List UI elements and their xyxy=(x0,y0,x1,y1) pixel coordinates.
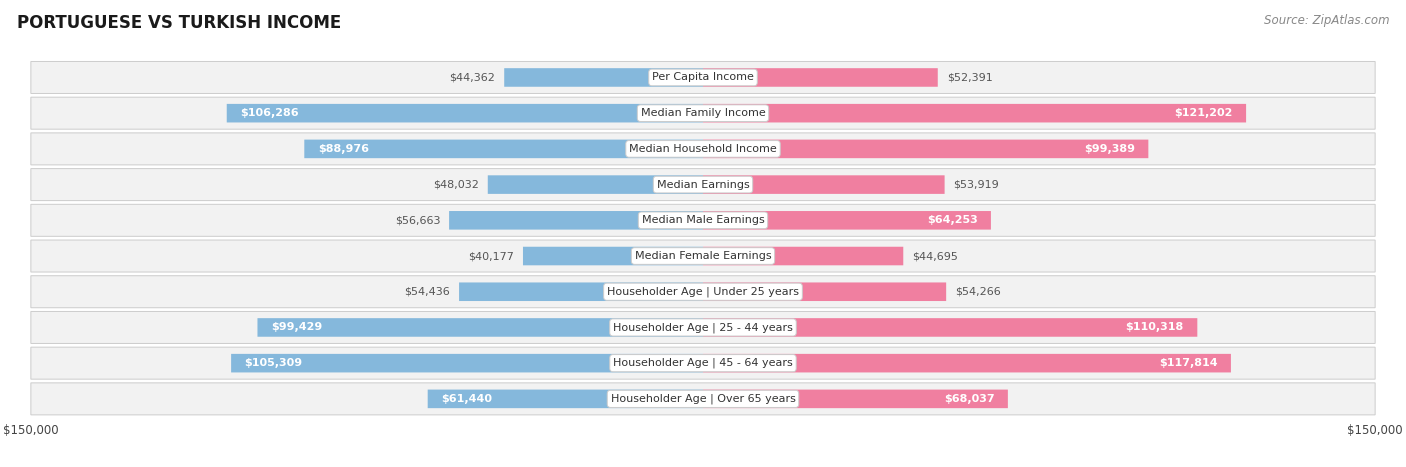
FancyBboxPatch shape xyxy=(703,354,1230,373)
FancyBboxPatch shape xyxy=(703,283,946,301)
Text: Householder Age | Under 25 years: Householder Age | Under 25 years xyxy=(607,286,799,297)
FancyBboxPatch shape xyxy=(257,318,703,337)
FancyBboxPatch shape xyxy=(231,354,703,373)
Text: Median Female Earnings: Median Female Earnings xyxy=(634,251,772,261)
FancyBboxPatch shape xyxy=(31,347,1375,379)
FancyBboxPatch shape xyxy=(460,283,703,301)
FancyBboxPatch shape xyxy=(226,104,703,122)
Text: $105,309: $105,309 xyxy=(245,358,302,368)
FancyBboxPatch shape xyxy=(703,104,1246,122)
FancyBboxPatch shape xyxy=(505,68,703,87)
FancyBboxPatch shape xyxy=(523,247,703,265)
Text: $44,362: $44,362 xyxy=(450,72,495,83)
Text: Median Household Income: Median Household Income xyxy=(628,144,778,154)
Text: $106,286: $106,286 xyxy=(240,108,299,118)
Text: Source: ZipAtlas.com: Source: ZipAtlas.com xyxy=(1264,14,1389,27)
FancyBboxPatch shape xyxy=(427,389,703,408)
FancyBboxPatch shape xyxy=(31,240,1375,272)
Text: $56,663: $56,663 xyxy=(395,215,440,225)
Text: $68,037: $68,037 xyxy=(943,394,994,404)
Text: $48,032: $48,032 xyxy=(433,180,479,190)
FancyBboxPatch shape xyxy=(31,276,1375,308)
FancyBboxPatch shape xyxy=(304,140,703,158)
FancyBboxPatch shape xyxy=(31,205,1375,236)
Text: Median Earnings: Median Earnings xyxy=(657,180,749,190)
FancyBboxPatch shape xyxy=(703,175,945,194)
Text: $99,389: $99,389 xyxy=(1084,144,1135,154)
Text: Median Male Earnings: Median Male Earnings xyxy=(641,215,765,225)
FancyBboxPatch shape xyxy=(31,97,1375,129)
Text: Householder Age | 45 - 64 years: Householder Age | 45 - 64 years xyxy=(613,358,793,368)
FancyBboxPatch shape xyxy=(31,383,1375,415)
FancyBboxPatch shape xyxy=(31,169,1375,201)
Text: $99,429: $99,429 xyxy=(271,322,322,333)
Text: $61,440: $61,440 xyxy=(441,394,492,404)
Text: $88,976: $88,976 xyxy=(318,144,368,154)
Text: $52,391: $52,391 xyxy=(946,72,993,83)
FancyBboxPatch shape xyxy=(703,247,903,265)
Text: $40,177: $40,177 xyxy=(468,251,515,261)
Text: Householder Age | 25 - 44 years: Householder Age | 25 - 44 years xyxy=(613,322,793,333)
Text: Median Family Income: Median Family Income xyxy=(641,108,765,118)
Text: PORTUGUESE VS TURKISH INCOME: PORTUGUESE VS TURKISH INCOME xyxy=(17,14,342,32)
Text: $117,814: $117,814 xyxy=(1159,358,1218,368)
Text: Per Capita Income: Per Capita Income xyxy=(652,72,754,83)
Text: $44,695: $44,695 xyxy=(912,251,957,261)
FancyBboxPatch shape xyxy=(703,318,1198,337)
FancyBboxPatch shape xyxy=(488,175,703,194)
Text: $54,436: $54,436 xyxy=(405,287,450,297)
FancyBboxPatch shape xyxy=(31,62,1375,93)
Text: $64,253: $64,253 xyxy=(927,215,977,225)
FancyBboxPatch shape xyxy=(449,211,703,230)
Text: Householder Age | Over 65 years: Householder Age | Over 65 years xyxy=(610,394,796,404)
FancyBboxPatch shape xyxy=(703,68,938,87)
FancyBboxPatch shape xyxy=(703,211,991,230)
Text: $54,266: $54,266 xyxy=(955,287,1001,297)
Text: $53,919: $53,919 xyxy=(953,180,1000,190)
FancyBboxPatch shape xyxy=(703,389,1008,408)
FancyBboxPatch shape xyxy=(31,133,1375,165)
Text: $110,318: $110,318 xyxy=(1126,322,1184,333)
FancyBboxPatch shape xyxy=(703,140,1149,158)
FancyBboxPatch shape xyxy=(31,311,1375,343)
Text: $121,202: $121,202 xyxy=(1174,108,1233,118)
